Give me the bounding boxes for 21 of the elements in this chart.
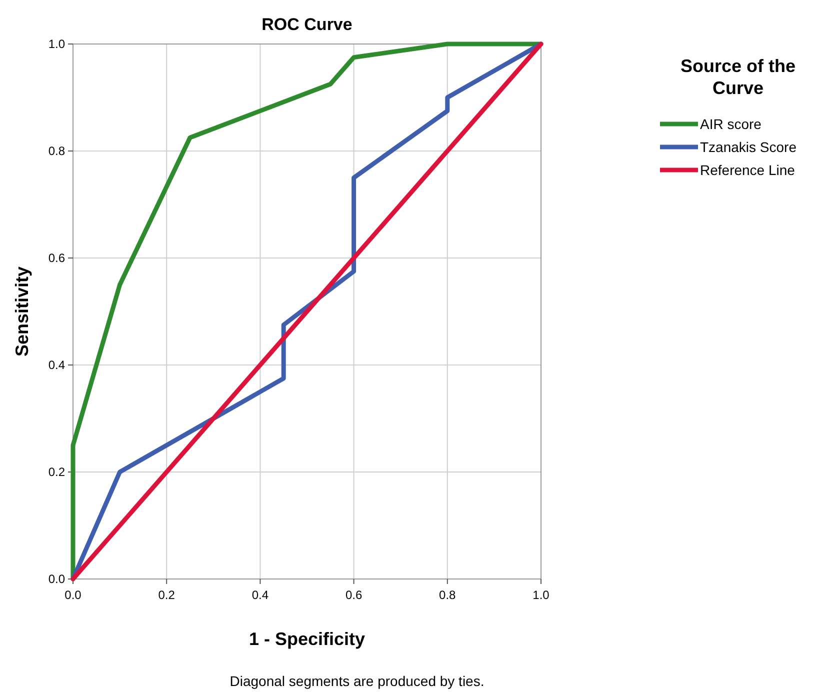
x-tick-label: 1.0 bbox=[532, 588, 550, 602]
y-tick-label: 0.4 bbox=[48, 358, 66, 372]
y-tick-label: 0.2 bbox=[48, 465, 66, 479]
y-tick-label: 0.8 bbox=[48, 144, 66, 158]
x-tick-label: 0.4 bbox=[252, 588, 269, 602]
legend-label: Reference Line bbox=[700, 162, 796, 178]
line-series bbox=[70, 42, 544, 582]
y-tick-label: 1.0 bbox=[48, 37, 66, 51]
y-tick-label: 0.6 bbox=[48, 251, 66, 265]
x-tick-label: 0.8 bbox=[439, 588, 456, 602]
x-tick-label: 0.0 bbox=[64, 588, 82, 602]
chart-title: ROC Curve bbox=[262, 15, 352, 34]
legend-title: Source of the Curve bbox=[680, 56, 796, 98]
y-axis-title: Sensitivity bbox=[12, 266, 32, 357]
y-tick-label: 0.0 bbox=[48, 572, 66, 586]
x-tick-label: 0.2 bbox=[158, 588, 176, 602]
text: Diagonal segments are produced by ties. bbox=[230, 673, 484, 689]
x-tick-label: 0.6 bbox=[345, 588, 362, 602]
legend-label: Tzanakis Score bbox=[700, 139, 797, 155]
legend-label: AIR score bbox=[700, 116, 762, 132]
x-axis-title: 1 - Specificity bbox=[248, 629, 366, 649]
